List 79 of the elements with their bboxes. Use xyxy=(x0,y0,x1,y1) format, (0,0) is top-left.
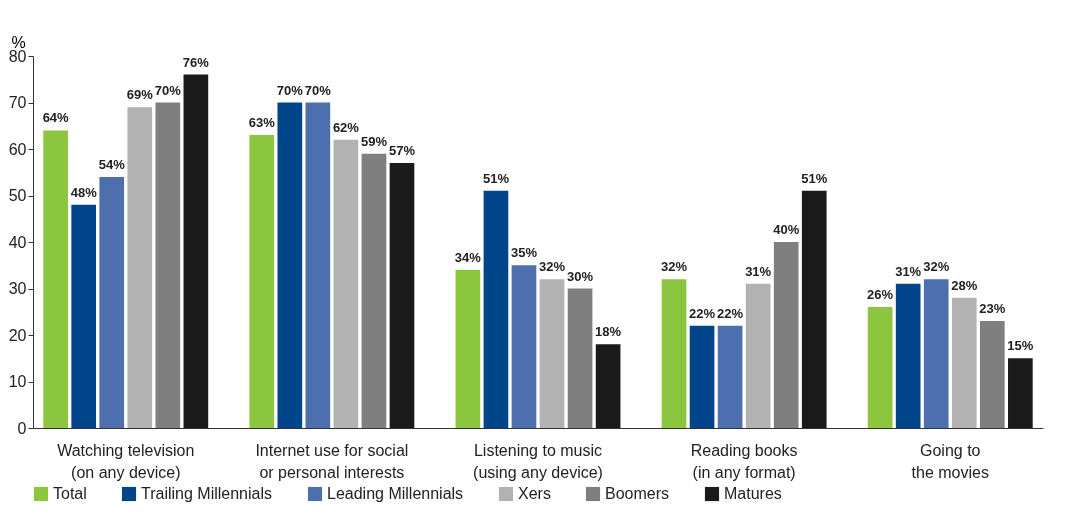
data-label: 54% xyxy=(98,156,126,172)
y-tick-label: 50 xyxy=(8,187,27,204)
y-tick-label: 60 xyxy=(8,140,27,158)
data-label: 57% xyxy=(388,142,416,158)
legend-label: Boomers xyxy=(605,485,670,502)
data-label: 51% xyxy=(801,170,828,186)
bar xyxy=(717,325,743,428)
legend-label: Matures xyxy=(724,485,782,502)
legend-label: Trailing Millennials xyxy=(141,485,273,502)
bar xyxy=(183,74,209,428)
bar xyxy=(483,190,509,428)
data-label: 40% xyxy=(773,222,800,237)
data-label: 51% xyxy=(482,170,510,186)
bar xyxy=(895,283,921,428)
bar xyxy=(979,321,1005,428)
bar xyxy=(745,283,771,428)
legend-label: Xers xyxy=(518,485,551,502)
x-tick-label: Going to the movies xyxy=(911,441,989,481)
data-label: 32% xyxy=(661,259,688,275)
data-label: 18% xyxy=(595,324,622,340)
bar xyxy=(511,265,537,428)
bar xyxy=(71,204,97,428)
data-label: 70% xyxy=(304,82,332,98)
data-label: 70% xyxy=(154,82,182,98)
bar xyxy=(595,344,621,428)
data-label: 31% xyxy=(895,263,922,279)
data-label: 59% xyxy=(360,133,388,149)
data-label: 69% xyxy=(126,87,154,103)
bar xyxy=(305,102,331,428)
x-tick-label: Listening to music (using any device) xyxy=(473,441,603,481)
data-label: 22% xyxy=(717,305,744,321)
bar xyxy=(951,297,977,428)
bar xyxy=(155,102,181,428)
bar xyxy=(99,176,125,428)
data-label: 34% xyxy=(454,249,482,265)
bar xyxy=(127,107,153,428)
data-label: 48% xyxy=(70,184,98,200)
data-label: 15% xyxy=(1007,338,1034,354)
data-label: 70% xyxy=(276,82,304,98)
data-label: 30% xyxy=(567,268,594,284)
x-tick-label: Internet use for social or personal interests xyxy=(255,441,409,481)
bar xyxy=(43,130,68,428)
data-label: 64% xyxy=(42,110,70,126)
data-label: 32% xyxy=(923,259,950,275)
y-tick-label: 20 xyxy=(8,326,27,344)
data-label: 62% xyxy=(332,119,360,135)
data-label: 28% xyxy=(951,277,978,293)
data-label: 63% xyxy=(248,115,276,131)
data-label: 31% xyxy=(745,263,772,279)
legend-label: Leading Millennials xyxy=(327,485,464,502)
bar xyxy=(867,307,893,428)
data-label: 76% xyxy=(182,54,210,70)
x-tick-label: Watching television (on any device) xyxy=(57,441,195,481)
data-label: 26% xyxy=(867,287,894,303)
data-label: 35% xyxy=(510,245,538,261)
bar xyxy=(661,279,687,428)
bar xyxy=(773,242,799,428)
bar xyxy=(277,102,303,428)
legend-label: Total xyxy=(53,485,87,502)
data-label: 23% xyxy=(979,301,1006,317)
data-label: 32% xyxy=(539,259,566,275)
bar xyxy=(249,135,275,428)
bar xyxy=(539,279,565,428)
y-tick-label: 10 xyxy=(8,373,27,390)
bar xyxy=(389,162,415,428)
y-tick-label: 30 xyxy=(8,280,27,297)
data-label: 22% xyxy=(689,305,716,321)
bar xyxy=(455,269,481,428)
bar xyxy=(1008,358,1033,428)
bar xyxy=(923,279,949,428)
bar xyxy=(801,190,827,428)
bar xyxy=(567,288,593,428)
bar xyxy=(689,325,715,428)
x-tick-label: Reading books (in any format) xyxy=(690,441,798,481)
bar xyxy=(361,153,387,428)
y-tick-label: 70 xyxy=(8,94,27,111)
y-tick-label: 40 xyxy=(8,233,27,251)
bar xyxy=(333,139,359,428)
y-tick-label: 0 xyxy=(17,419,27,437)
